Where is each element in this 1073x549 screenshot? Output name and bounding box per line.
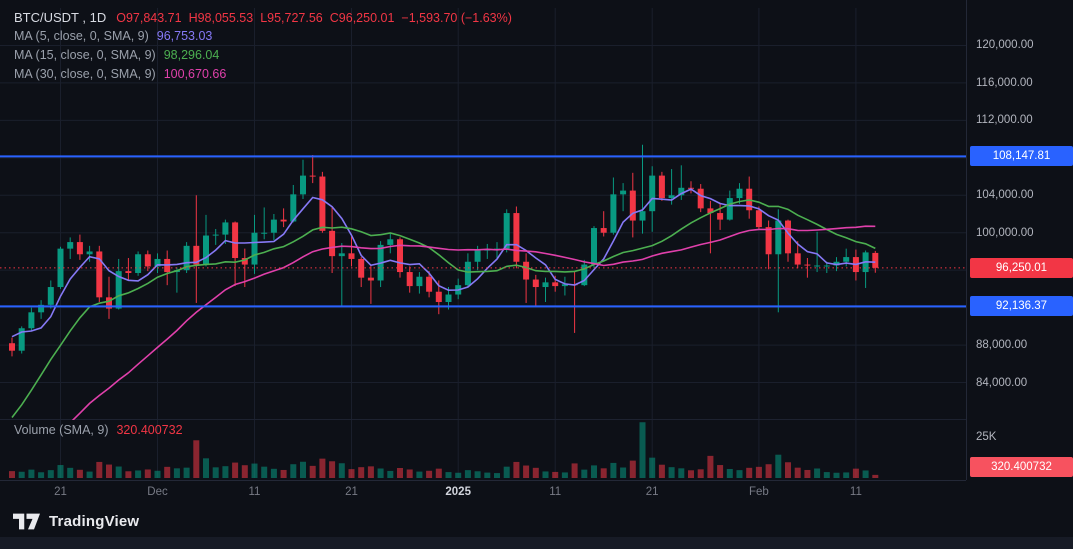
ohlc-close: C96,250.01 [329, 11, 395, 25]
price-level-badge: 96,250.01 [970, 257, 1073, 278]
price-axis[interactable]: 120,000.00 116,000.00 112,000.00 104,000.00… [966, 0, 1073, 480]
ma15-value: 98,296.04 [163, 48, 220, 62]
time-axis-label: 11 [248, 486, 261, 498]
volume-axis-label: 25K [976, 431, 997, 443]
ohlc-open: O97,843.71 [116, 11, 182, 25]
time-axis-label: 11 [849, 486, 862, 498]
price-axis-label: 84,000.00 [976, 376, 1028, 389]
symbol-ohlc-row: BTC/USDT , 1D O97,843.71 H98,055.53 L95,727… [14, 8, 519, 27]
time-axis-label: 21 [54, 486, 67, 498]
price-axis-label: 88,000.00 [976, 339, 1028, 352]
ma30-value: 100,670.66 [163, 67, 227, 81]
price-axis-label: 120,000.00 [976, 39, 1034, 52]
volume-legend-row[interactable]: Volume (SMA, 9) 320.400732 [14, 421, 183, 440]
chart-legend: BTC/USDT , 1D O97,843.71 H98,055.53 L95,727… [14, 8, 519, 84]
tradingview-logo-icon[interactable] [13, 513, 40, 530]
time-axis-label: Dec [147, 486, 168, 498]
symbol-title[interactable]: BTC/USDT , 1D [14, 10, 107, 25]
price-axis-label: 112,000.00 [976, 114, 1033, 127]
ma30-label: MA (30, close, 0, SMA, 9) [14, 67, 156, 81]
price-axis-label: 100,000.00 [976, 226, 1034, 239]
footer-bar: TradingView [0, 505, 1073, 537]
ma15-legend-row[interactable]: MA (15, close, 0, SMA, 9) 98,296.04 [14, 46, 519, 65]
price-axis-label: 104,000.00 [976, 189, 1034, 202]
bottom-strip [0, 537, 1073, 549]
ma5-legend-row[interactable]: MA (5, close, 0, SMA, 9) 96,753.03 [14, 27, 519, 46]
ohlc-low: L95,727.56 [260, 11, 323, 25]
price-axis-label: 116,000.00 [976, 76, 1033, 89]
price-level-badge: 92,136.37 [970, 296, 1073, 317]
ma5-value: 96,753.03 [156, 29, 213, 43]
volume-label: Volume (SMA, 9) [14, 423, 109, 437]
time-axis-label: 2025 [445, 486, 471, 498]
ma30-legend-row[interactable]: MA (30, close, 0, SMA, 9) 100,670.66 [14, 65, 519, 84]
volume-value: 320.400732 [116, 423, 183, 437]
time-axis-label: 21 [645, 486, 659, 498]
time-axis-label: 21 [345, 486, 358, 498]
time-axis-label: 11 [549, 486, 562, 498]
ohlc-high: H98,055.53 [188, 11, 254, 25]
price-level-badge: 108,147.81 [970, 146, 1073, 167]
ma5-label: MA (5, close, 0, SMA, 9) [14, 29, 149, 43]
price-change: −1,593.70 (−1.63%) [401, 11, 512, 25]
time-axis-label: Feb [748, 486, 769, 498]
candlestick-chart[interactable] [0, 0, 966, 480]
volume-value-badge: 320.400732 [970, 457, 1073, 477]
tradingview-brand-link[interactable]: TradingView [49, 512, 140, 530]
ma15-label: MA (15, close, 0, SMA, 9) [14, 48, 156, 62]
time-axis[interactable]: 21 Dec 11 21 2025 11 21 Feb 11 [0, 480, 966, 505]
